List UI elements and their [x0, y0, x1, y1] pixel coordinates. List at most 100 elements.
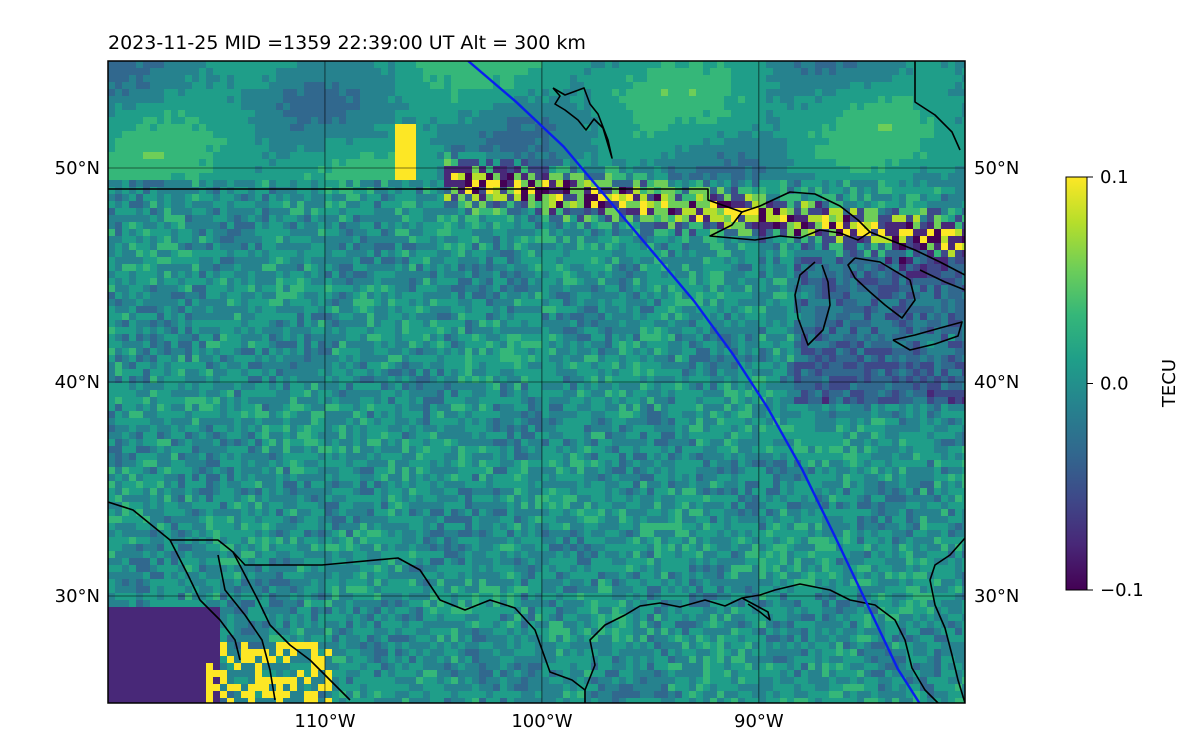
tec-cell: [199, 173, 207, 181]
tec-cell: [150, 306, 158, 314]
tec-cell: [640, 110, 648, 118]
tec-cell: [836, 306, 844, 314]
tec-cell: [577, 124, 585, 132]
tec-cell: [143, 152, 151, 160]
tec-cell: [297, 124, 305, 132]
tec-cell: [654, 208, 662, 216]
tec-cell: [255, 215, 263, 223]
tec-cell: [528, 117, 536, 125]
tec-cell: [640, 257, 648, 265]
tec-cell: [731, 180, 739, 188]
tec-cell: [339, 82, 347, 90]
tec-cell: [374, 299, 382, 307]
tec-cell: [255, 208, 263, 216]
tec-cell: [878, 306, 886, 314]
tec-cell: [766, 271, 774, 279]
tec-cell: [486, 96, 494, 104]
tec-cell: [605, 306, 613, 314]
tec-cell: [934, 75, 942, 83]
tec-cell: [633, 334, 641, 342]
tec-cell: [206, 215, 214, 223]
tec-cell: [710, 257, 718, 265]
tec-cell: [941, 89, 949, 97]
tec-cell: [689, 320, 697, 328]
tec-cell: [227, 75, 235, 83]
tec-cell: [234, 327, 242, 335]
tec-cell: [297, 201, 305, 209]
tec-cell: [885, 159, 893, 167]
tec-cell: [962, 82, 965, 90]
tec-cell: [493, 285, 501, 293]
tec-cell: [325, 299, 333, 307]
tec-cell: [339, 61, 347, 69]
tec-cell: [689, 334, 697, 342]
tec-cell: [675, 96, 683, 104]
tec-cell: [528, 124, 536, 132]
tec-cell: [402, 320, 410, 328]
tec-cell: [542, 173, 550, 181]
tec-cell: [738, 194, 746, 202]
tec-cell: [346, 201, 354, 209]
tec-cell: [248, 236, 256, 244]
tec-cell: [521, 89, 529, 97]
tec-cell: [206, 124, 214, 132]
tec-cell: [227, 243, 235, 251]
tec-cell: [738, 236, 746, 244]
tec-cell: [598, 243, 606, 251]
tec-cell: [185, 264, 193, 272]
tec-cell: [598, 257, 606, 265]
tec-cell: [864, 82, 872, 90]
tec-cell: [899, 187, 907, 195]
tec-cell: [766, 138, 774, 146]
tec-cell: [339, 271, 347, 279]
tec-cell: [941, 159, 949, 167]
tec-cell: [605, 89, 613, 97]
tec-cell: [752, 61, 760, 69]
tec-cell: [871, 250, 879, 258]
tec-cell: [927, 236, 935, 244]
tec-cell: [157, 201, 165, 209]
tec-cell: [535, 201, 543, 209]
tec-cell: [129, 292, 137, 300]
tec-cell: [787, 215, 795, 223]
tec-cell: [423, 103, 431, 111]
tec-cell: [612, 110, 620, 118]
tec-cell: [815, 110, 823, 118]
tec-cell: [647, 327, 655, 335]
tec-cell: [122, 201, 130, 209]
tec-cell: [724, 131, 732, 139]
tec-cell: [598, 138, 606, 146]
tec-cell: [724, 222, 732, 230]
tec-cell: [927, 215, 935, 223]
tec-cell: [794, 292, 802, 300]
tec-cell: [549, 285, 557, 293]
tec-cell: [556, 236, 564, 244]
tec-cell: [493, 292, 501, 300]
tec-cell: [864, 138, 872, 146]
tec-cell: [906, 89, 914, 97]
tec-cell: [654, 201, 662, 209]
tec-cell: [514, 327, 522, 335]
tec-cell: [640, 96, 648, 104]
tec-cell: [773, 271, 781, 279]
tec-cell: [241, 187, 249, 195]
tec-cell: [220, 96, 228, 104]
tec-cell: [920, 173, 928, 181]
tec-cell: [143, 292, 151, 300]
tec-cell: [220, 243, 228, 251]
tec-cell: [871, 215, 879, 223]
tec-cell: [633, 110, 641, 118]
tec-cell: [934, 264, 942, 272]
tec-cell: [577, 194, 585, 202]
tec-cell: [115, 306, 123, 314]
tec-cell: [689, 250, 697, 258]
tec-cell: [619, 278, 627, 286]
tec-cell: [843, 215, 851, 223]
tec-cell: [612, 166, 620, 174]
tec-cell: [486, 145, 494, 153]
tec-cell: [927, 96, 935, 104]
tec-cell: [304, 278, 312, 286]
tec-cell: [388, 320, 396, 328]
tec-cell: [710, 194, 718, 202]
tec-cell: [759, 61, 767, 69]
